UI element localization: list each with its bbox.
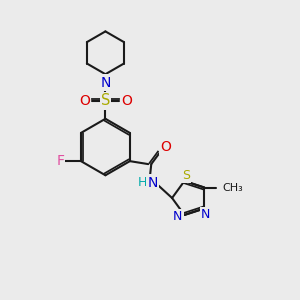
Text: N: N [148,176,158,190]
Text: O: O [160,140,171,154]
Text: N: N [100,76,111,89]
Text: N: N [173,210,182,223]
Text: H: H [138,176,147,189]
Text: O: O [79,94,90,108]
Text: O: O [121,94,132,108]
Text: N: N [201,208,211,221]
Text: S: S [101,94,110,109]
Text: CH₃: CH₃ [223,182,244,193]
Text: F: F [56,154,64,168]
Text: S: S [182,169,190,182]
